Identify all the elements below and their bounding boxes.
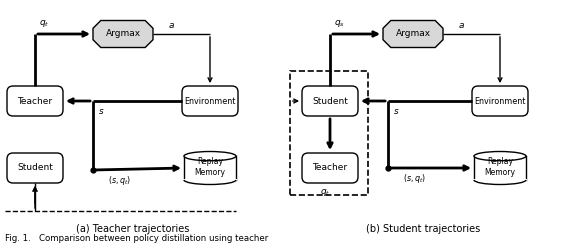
Bar [290, 71, 368, 195]
FancyBboxPatch shape [302, 153, 358, 183]
Text: $(s, q_t)$: $(s, q_t)$ [403, 172, 426, 185]
Text: Teacher: Teacher [17, 96, 52, 106]
Text: Environment: Environment [184, 96, 236, 106]
Bar [184, 156, 236, 184]
FancyBboxPatch shape [7, 153, 63, 183]
Text: $s$: $s$ [393, 107, 399, 116]
Text: $q_t$: $q_t$ [320, 187, 330, 198]
FancyBboxPatch shape [182, 86, 238, 116]
Text: Student: Student [312, 96, 348, 106]
FancyBboxPatch shape [472, 86, 528, 116]
Text: $q_s$: $q_s$ [334, 18, 345, 29]
Text: Fig. 1.   Comparison between policy distillation using teacher: Fig. 1. Comparison between policy distil… [5, 234, 268, 243]
Text: $(s, q_t)$: $(s, q_t)$ [108, 174, 132, 187]
Text: (a) Teacher trajectories: (a) Teacher trajectories [76, 224, 190, 234]
Text: Argmax: Argmax [395, 30, 431, 39]
Text: Student: Student [17, 164, 53, 172]
Polygon shape [383, 20, 443, 47]
Text: (b) Student trajectories: (b) Student trajectories [366, 224, 480, 234]
Text: Replay
Memory: Replay Memory [194, 157, 225, 177]
FancyBboxPatch shape [302, 86, 358, 116]
Text: Replay
Memory: Replay Memory [484, 157, 516, 177]
Bar [474, 156, 526, 184]
Text: Argmax: Argmax [105, 30, 141, 39]
Text: Teacher: Teacher [313, 164, 347, 172]
Ellipse shape [474, 152, 526, 161]
Ellipse shape [184, 152, 236, 161]
Text: Environment: Environment [474, 96, 526, 106]
FancyBboxPatch shape [7, 86, 63, 116]
Text: $a$: $a$ [168, 21, 175, 30]
Text: $s$: $s$ [98, 107, 105, 116]
Polygon shape [93, 20, 153, 47]
Text: $q_t$: $q_t$ [39, 18, 49, 29]
Text: $a$: $a$ [457, 21, 464, 30]
